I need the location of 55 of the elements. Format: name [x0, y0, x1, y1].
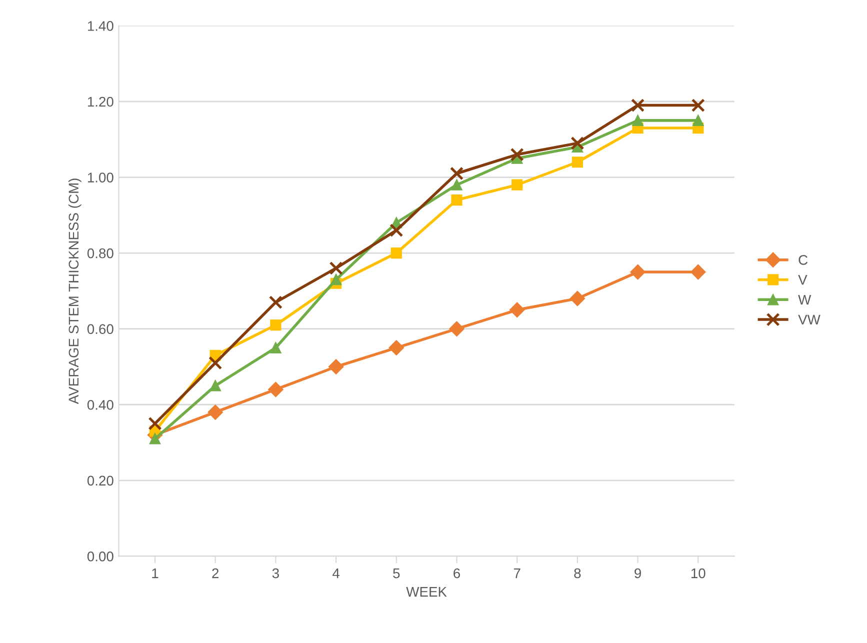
point — [692, 114, 704, 126]
point — [328, 359, 344, 374]
point — [149, 433, 161, 444]
point — [449, 321, 464, 336]
y-tick-label: 0.00 — [87, 552, 114, 562]
y-tick-label: 0.80 — [87, 248, 114, 258]
point — [572, 156, 583, 168]
point — [512, 179, 523, 190]
x-axis-title: WEEK — [406, 587, 447, 597]
point — [268, 382, 284, 398]
point — [510, 302, 525, 318]
point — [630, 98, 645, 112]
x-tick-label: 4 — [332, 568, 340, 578]
x-tick-label: 10 — [691, 568, 706, 578]
y-tick-label: 1.40 — [88, 21, 114, 31]
legend-label: C — [798, 255, 808, 265]
y-axis-title: AVERAGE STEM THICKNESS (CM) — [68, 178, 82, 404]
point — [570, 136, 584, 150]
point — [510, 148, 524, 162]
x-tick-label: 7 — [514, 568, 520, 578]
x-tick-label: 9 — [634, 568, 641, 578]
y-tick-label: 1.20 — [88, 96, 114, 107]
point — [630, 264, 646, 280]
x-tick-label: 8 — [574, 568, 581, 578]
point — [148, 416, 162, 430]
point — [632, 114, 644, 126]
x-tick-label: 3 — [272, 568, 279, 578]
point — [450, 166, 464, 180]
point — [451, 194, 462, 206]
point — [208, 356, 222, 370]
point — [390, 248, 402, 259]
legend-label: V — [798, 275, 808, 285]
y-tick-label: 0.20 — [87, 476, 114, 486]
point — [329, 261, 343, 276]
point — [270, 342, 282, 354]
x-tick-label: 2 — [212, 568, 219, 578]
point — [268, 296, 282, 310]
point — [388, 340, 404, 356]
point — [570, 290, 586, 306]
point — [330, 274, 342, 286]
point — [451, 179, 462, 190]
point — [691, 98, 705, 112]
x-tick-label: 6 — [454, 568, 460, 578]
legend-label: VW — [798, 314, 820, 324]
y-tick-label: 0.60 — [87, 324, 114, 334]
y-tick-label: 0.40 — [87, 400, 114, 410]
x-tick-label: 1 — [152, 568, 158, 578]
point — [270, 320, 282, 331]
y-tick-label: 1.00 — [88, 172, 114, 182]
x-tick-label: 5 — [393, 568, 400, 578]
point — [210, 380, 221, 392]
legend-label: W — [798, 294, 812, 304]
point — [208, 404, 223, 420]
point — [390, 224, 404, 238]
point — [690, 264, 706, 280]
